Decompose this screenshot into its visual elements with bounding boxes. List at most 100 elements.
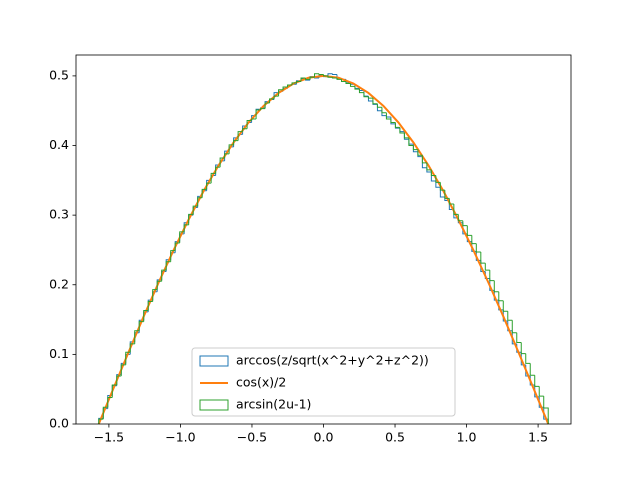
histogram-step xyxy=(354,86,360,90)
histogram-step xyxy=(345,81,351,85)
histogram-step xyxy=(331,73,337,75)
histogram-step xyxy=(489,270,495,282)
histogram-step xyxy=(210,172,216,184)
y-tick-label: 0.4 xyxy=(49,137,69,152)
histogram-step xyxy=(475,243,481,253)
histogram-step xyxy=(331,77,337,79)
histogram-step xyxy=(165,261,171,271)
histogram-step xyxy=(242,128,248,132)
histogram-step xyxy=(147,300,153,311)
histogram-step xyxy=(192,205,198,215)
histogram-step xyxy=(260,108,266,111)
histogram-step xyxy=(358,89,364,94)
histogram-step xyxy=(394,122,400,128)
histogram-step xyxy=(201,188,207,198)
histogram-step xyxy=(233,140,239,145)
histogram-step xyxy=(349,83,355,87)
histogram-step xyxy=(273,95,279,99)
legend-swatch xyxy=(199,355,229,367)
histogram-step xyxy=(480,252,486,264)
histogram-step xyxy=(538,386,544,397)
histogram-step xyxy=(507,320,513,332)
histogram-step xyxy=(152,289,158,302)
histogram-step xyxy=(327,75,333,78)
histogram-step xyxy=(237,131,243,141)
x-tick-label: −1.0 xyxy=(165,430,195,445)
histogram-step xyxy=(170,250,176,262)
histogram-step xyxy=(255,109,261,120)
histogram-step xyxy=(188,213,194,225)
histogram-step xyxy=(264,102,270,109)
histogram-step xyxy=(520,342,526,355)
histogram-step xyxy=(156,280,162,290)
histogram-step xyxy=(300,77,306,82)
histogram-step xyxy=(215,166,221,174)
histogram-step xyxy=(363,92,369,98)
x-tick-label: −0.5 xyxy=(237,430,267,445)
histogram-step xyxy=(336,77,342,80)
histogram-step xyxy=(314,73,320,78)
histogram-step xyxy=(224,153,230,159)
histogram-step xyxy=(417,149,423,156)
histogram-step xyxy=(367,96,373,99)
histogram-step xyxy=(174,242,180,251)
histogram-step xyxy=(278,89,284,97)
histogram-step xyxy=(493,280,499,293)
histogram-step xyxy=(403,132,409,139)
histogram-step xyxy=(444,190,450,199)
histogram-step xyxy=(435,181,441,188)
y-tick-label: 0.1 xyxy=(49,346,69,361)
histogram-step xyxy=(228,144,234,154)
histogram-step xyxy=(399,127,405,134)
histogram-step xyxy=(435,175,441,183)
histogram-step xyxy=(430,169,436,176)
histogram-step xyxy=(98,418,104,424)
histogram-step xyxy=(381,107,387,114)
y-tick-label: 0.0 xyxy=(49,416,69,431)
histogram-step xyxy=(129,343,135,353)
histogram-step xyxy=(453,203,459,215)
histogram-step xyxy=(102,406,108,420)
histogram-step xyxy=(318,73,324,75)
histogram-step xyxy=(412,145,418,151)
histogram-step xyxy=(462,220,468,227)
legend-box xyxy=(191,347,456,417)
histogram-step xyxy=(219,157,225,168)
histogram-step xyxy=(408,137,414,147)
histogram-step xyxy=(251,118,257,121)
histogram-step xyxy=(421,155,427,164)
x-tick-label: 1.5 xyxy=(528,430,548,445)
legend-label: cos(x)/2 xyxy=(236,375,286,390)
y-tick-label: 0.2 xyxy=(49,276,69,291)
histogram-step xyxy=(269,98,275,104)
histogram-step xyxy=(111,384,117,398)
histogram-step xyxy=(507,311,513,321)
histogram-step xyxy=(134,330,140,344)
histogram-step xyxy=(471,235,477,245)
legend-label: arcsin(2u-1) xyxy=(236,397,311,412)
histogram-step xyxy=(516,332,522,344)
histogram-step xyxy=(511,320,517,334)
histogram-step xyxy=(498,291,504,302)
histogram-step xyxy=(206,182,212,190)
histogram-step xyxy=(161,269,167,282)
histogram-step xyxy=(466,225,472,236)
histogram-step xyxy=(125,351,131,365)
histogram-step xyxy=(246,119,252,129)
histogram-step xyxy=(390,119,396,124)
x-tick-label: −1.5 xyxy=(94,430,124,445)
x-tick-label: 0.0 xyxy=(314,430,334,445)
histogram-step xyxy=(543,396,549,424)
histogram-step xyxy=(323,74,328,77)
histogram-step xyxy=(340,79,346,82)
histogram-step xyxy=(448,198,454,205)
histogram-step xyxy=(305,77,311,80)
legend-swatch xyxy=(199,399,229,411)
histogram-step xyxy=(183,224,189,232)
histogram-step xyxy=(385,115,391,118)
histogram-step xyxy=(296,80,302,83)
histogram-step xyxy=(287,84,293,88)
histogram-step xyxy=(376,103,382,108)
histogram-step xyxy=(502,300,508,312)
